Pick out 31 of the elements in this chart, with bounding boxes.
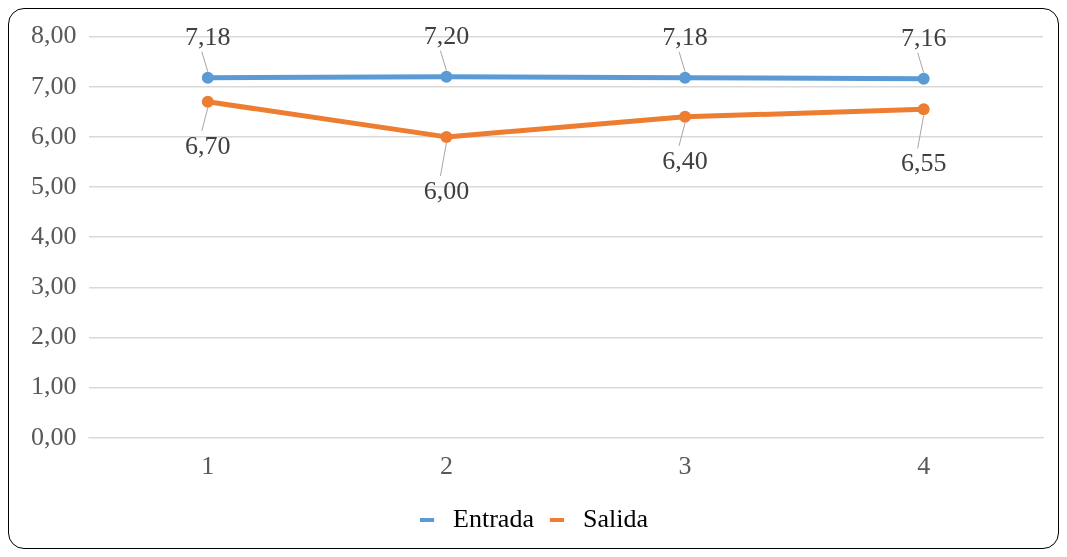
data-label: 7,16 [900,22,947,52]
y-tick-label: 2,00 [31,321,77,351]
point [679,110,692,123]
data-label: 6,55 [900,148,947,178]
point [201,71,214,84]
point [679,71,692,84]
data-label: 6,70 [185,130,231,160]
y-tick-label: 5,00 [31,170,77,200]
point [917,103,930,116]
x-tick-label: 3 [678,451,692,481]
data-label: 7,20 [423,20,470,50]
legend-label: Entrada [453,503,535,533]
y-tick-label: 6,00 [31,120,77,150]
legend-label: Salida [582,503,649,533]
x-tick-label: 4 [917,451,931,481]
y-tick-label: 0,00 [31,421,77,451]
x-tick-label: 2 [439,451,453,481]
data-label: 7,18 [662,21,708,51]
y-tick-label: 7,00 [31,70,77,100]
y-tick-label: 4,00 [31,221,77,251]
y-tick-label: 8,00 [31,20,77,50]
point [440,70,453,83]
point [201,95,214,108]
point [440,130,453,143]
x-tick-label: 1 [201,451,215,481]
data-label: 7,18 [185,21,231,51]
data-label: 6,00 [423,175,470,205]
point [917,72,930,85]
y-tick-label: 3,00 [31,271,77,301]
data-label: 6,40 [662,145,708,175]
y-tick-label: 1,00 [31,371,77,401]
